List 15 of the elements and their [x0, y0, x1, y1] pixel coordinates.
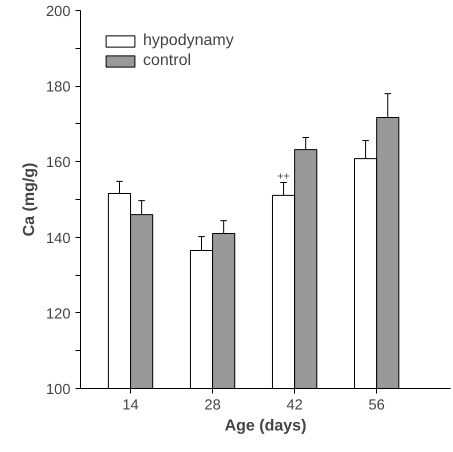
annotation: ++: [277, 170, 290, 182]
y-tick-label: 160: [46, 155, 71, 172]
legend-label: hypodynamy: [143, 32, 234, 50]
y-tick-label: 180: [46, 80, 71, 96]
y-tick-label: 120: [46, 306, 71, 322]
x-tick-label: 28: [204, 398, 221, 414]
x-tick-label: 42: [286, 398, 303, 414]
y-axis-title: Ca (mg/g): [21, 162, 38, 236]
y-tick-label: 200: [46, 4, 71, 20]
y-tick-label: 100: [46, 382, 71, 398]
y-tick-label: 140: [46, 230, 71, 247]
x-axis-title: Age (days): [224, 418, 306, 434]
x-tick-label: 56: [368, 398, 385, 414]
x-tick-label: 14: [122, 398, 139, 414]
legend-label: control: [143, 52, 192, 70]
